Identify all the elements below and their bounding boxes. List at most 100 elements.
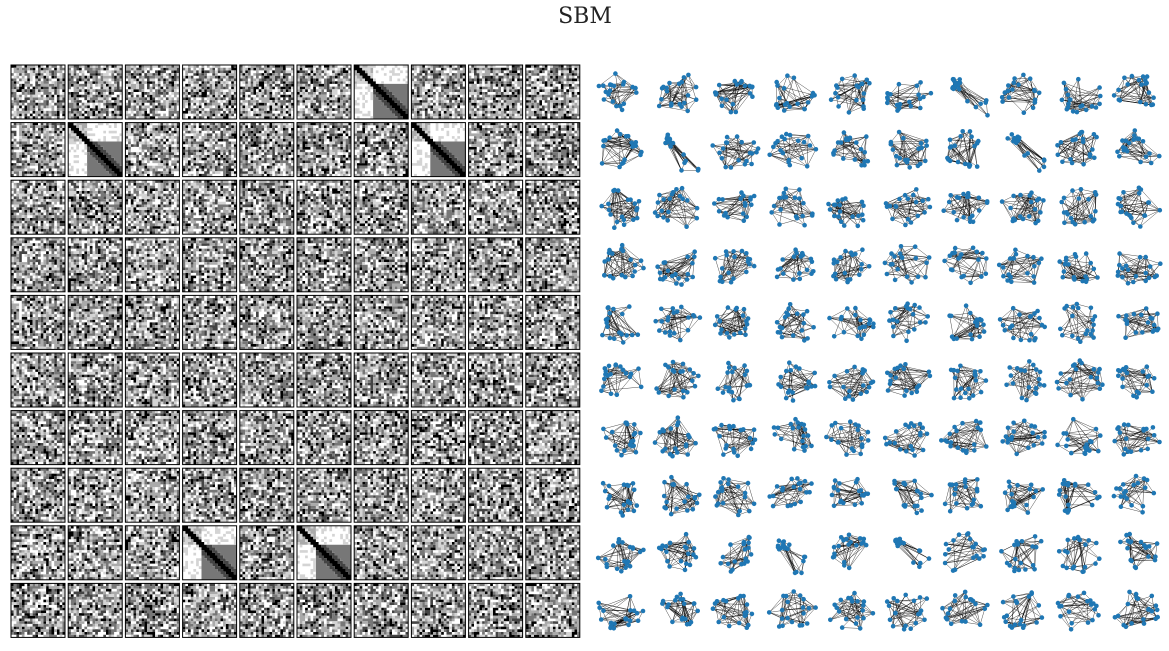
graph-node (891, 596, 896, 601)
graph-node (678, 337, 683, 343)
graph-node (1083, 274, 1088, 279)
graph-node (979, 274, 984, 279)
adjacency-matrices (10, 64, 581, 638)
graph-node (1061, 80, 1067, 86)
graph-node (602, 376, 607, 382)
graph-node (984, 444, 989, 449)
matrix (468, 352, 524, 408)
graph-node (672, 387, 677, 392)
graph-node (1088, 305, 1094, 311)
graph-node (614, 566, 620, 572)
graph-node (801, 312, 806, 317)
graph-node (1124, 370, 1130, 376)
matrix-cells (68, 122, 88, 142)
graph-node (1010, 305, 1016, 311)
graph-node (1062, 508, 1068, 513)
graph (1005, 132, 1047, 173)
graph-node (1041, 383, 1047, 388)
graph-node (631, 508, 637, 514)
graph-node (1002, 490, 1008, 496)
graph-node (752, 437, 758, 443)
matrix (239, 525, 295, 581)
matrix (10, 582, 66, 638)
matrix-border (10, 352, 66, 408)
graph-node (838, 597, 844, 603)
graph-node (1126, 422, 1131, 428)
graph-node (611, 306, 616, 312)
matrix-border (296, 410, 352, 466)
graph-node (611, 543, 616, 548)
graph-node (1018, 192, 1023, 198)
graph-node (894, 102, 900, 108)
graph-node (968, 332, 973, 337)
graph-node (845, 306, 850, 311)
graph-node (805, 100, 811, 105)
graph-node (666, 393, 671, 399)
graph-node (924, 143, 929, 148)
graph-node (744, 602, 750, 607)
graph-node (830, 555, 836, 560)
graph-node (1014, 366, 1020, 371)
matrix-border (182, 467, 238, 523)
graph-node (771, 493, 776, 499)
matrix (124, 410, 180, 466)
graph-node (846, 542, 851, 547)
graph-node (599, 203, 604, 209)
graph-node (835, 95, 841, 100)
graph-node (951, 336, 957, 342)
graph (1054, 358, 1105, 402)
graph-node (626, 622, 631, 628)
graph-node (685, 452, 690, 457)
graph-node (978, 427, 984, 433)
graph-node (904, 448, 909, 454)
matrix-cells (354, 353, 409, 407)
graph-edges (1114, 424, 1160, 455)
graph-node (670, 359, 676, 365)
graph-node (1030, 544, 1035, 549)
graph-node (855, 476, 860, 482)
graph-node (1010, 87, 1015, 92)
graph-node (955, 445, 961, 451)
graph-node (1143, 81, 1149, 86)
graph-node (1060, 159, 1065, 165)
graph-node (767, 152, 772, 158)
graph-node (677, 101, 682, 107)
graph-node (845, 279, 850, 285)
matrix-border (525, 352, 581, 408)
graph-node (710, 143, 715, 148)
graph (831, 130, 871, 168)
graph-node (1009, 437, 1014, 442)
graph-node (724, 330, 730, 336)
graph-node (1126, 140, 1132, 146)
graph-node (839, 76, 845, 82)
graph-node (660, 601, 665, 606)
graph-node (835, 140, 841, 145)
graph (1111, 473, 1157, 515)
matrix-cells (125, 65, 180, 119)
graph-node (927, 204, 933, 210)
graph-node (854, 140, 859, 145)
graph-node (1090, 617, 1095, 623)
graph-node (1022, 368, 1028, 374)
graph-node (739, 139, 744, 145)
graph-node (1142, 485, 1148, 491)
graph-node (908, 103, 914, 109)
graph (884, 592, 930, 632)
graph-node (636, 366, 641, 372)
graph-node (794, 311, 800, 317)
graph-node (958, 395, 963, 401)
graph-node (635, 618, 641, 623)
matrix-cells (468, 468, 523, 523)
matrix-cells (373, 83, 409, 119)
matrix-border (410, 179, 466, 235)
graph-node (723, 210, 728, 216)
graph-node (611, 626, 617, 631)
graph (830, 532, 869, 571)
matrix-cells (468, 525, 523, 580)
graph-node (826, 201, 831, 207)
graph (718, 534, 754, 574)
graph-node (1150, 425, 1156, 430)
graph-node (1086, 538, 1091, 543)
matrix-cells (414, 353, 466, 407)
graph-node (954, 194, 960, 200)
